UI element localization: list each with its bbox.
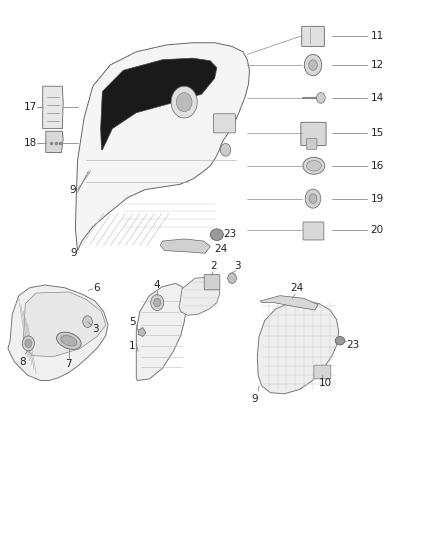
Ellipse shape [61, 335, 77, 346]
Text: 2: 2 [211, 261, 217, 271]
Text: 24: 24 [291, 283, 304, 293]
Text: 7: 7 [66, 359, 72, 369]
Text: 5: 5 [129, 317, 135, 327]
Ellipse shape [57, 332, 81, 350]
FancyBboxPatch shape [314, 365, 331, 379]
Polygon shape [138, 327, 146, 336]
Circle shape [228, 273, 237, 284]
Text: 24: 24 [215, 244, 228, 254]
Ellipse shape [335, 336, 345, 345]
Polygon shape [43, 86, 63, 128]
Circle shape [22, 336, 35, 351]
Polygon shape [136, 284, 186, 381]
Circle shape [154, 298, 161, 307]
Text: 3: 3 [234, 261, 240, 271]
Text: 19: 19 [371, 193, 384, 204]
Ellipse shape [307, 160, 321, 171]
FancyBboxPatch shape [204, 274, 220, 290]
Text: 8: 8 [19, 357, 25, 367]
Text: 15: 15 [371, 128, 384, 138]
Polygon shape [23, 292, 106, 357]
Circle shape [83, 316, 92, 327]
Text: 20: 20 [371, 225, 384, 236]
Circle shape [309, 194, 317, 204]
Text: 12: 12 [371, 60, 384, 70]
FancyBboxPatch shape [301, 122, 326, 146]
Polygon shape [160, 239, 210, 253]
Circle shape [171, 86, 197, 118]
FancyBboxPatch shape [303, 222, 324, 240]
Polygon shape [8, 285, 108, 381]
FancyBboxPatch shape [307, 139, 317, 149]
Polygon shape [46, 131, 63, 152]
Text: 10: 10 [319, 378, 332, 388]
FancyBboxPatch shape [302, 26, 324, 46]
Circle shape [304, 54, 322, 76]
Text: 6: 6 [93, 282, 99, 293]
Text: 23: 23 [346, 340, 359, 350]
Circle shape [25, 339, 32, 348]
Polygon shape [260, 296, 318, 310]
Text: 9: 9 [251, 394, 258, 404]
Circle shape [151, 295, 164, 311]
Circle shape [309, 60, 318, 70]
Text: 16: 16 [371, 161, 384, 171]
Text: 14: 14 [371, 93, 384, 103]
Ellipse shape [210, 229, 223, 240]
Circle shape [317, 93, 325, 103]
Ellipse shape [303, 157, 325, 174]
Circle shape [305, 189, 321, 208]
Text: 18: 18 [24, 139, 37, 149]
Text: 9: 9 [70, 248, 77, 259]
Text: 9: 9 [70, 184, 76, 195]
Text: 11: 11 [371, 31, 384, 41]
Polygon shape [101, 58, 217, 150]
Polygon shape [179, 277, 220, 316]
Text: 4: 4 [154, 280, 160, 290]
Polygon shape [75, 43, 250, 251]
Circle shape [220, 143, 231, 156]
Text: 17: 17 [24, 102, 37, 112]
FancyBboxPatch shape [213, 114, 236, 133]
Text: 3: 3 [92, 324, 99, 334]
Circle shape [177, 93, 192, 112]
Text: 1: 1 [129, 341, 135, 351]
Text: 23: 23 [223, 229, 237, 239]
Polygon shape [257, 301, 339, 394]
